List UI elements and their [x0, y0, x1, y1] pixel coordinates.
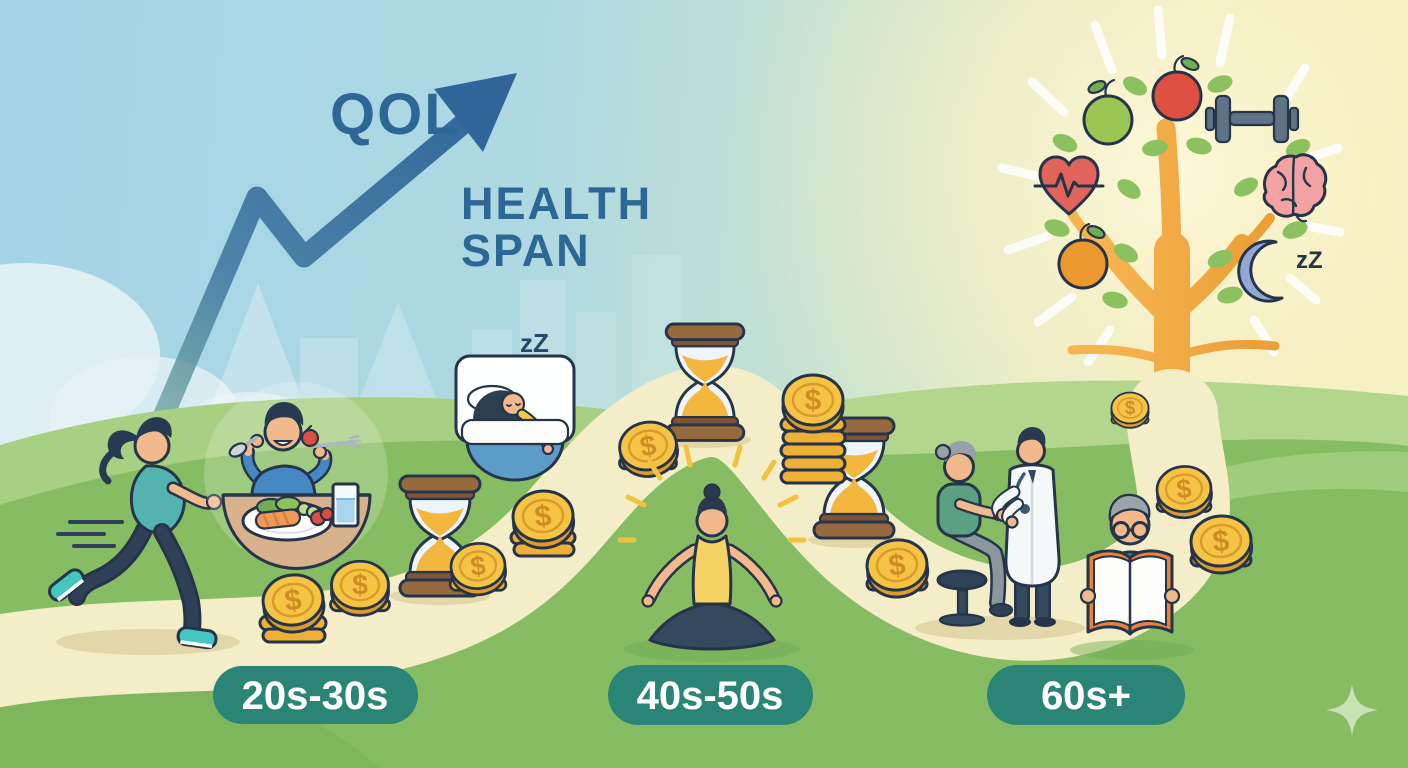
heart-ekg-icon	[1033, 155, 1105, 216]
healthspan-label-line2: SPAN	[461, 225, 591, 276]
orange-apple-icon	[1057, 222, 1109, 290]
stage-badge-20s-30s: 20s-30s	[213, 666, 418, 724]
stage-badge-label: 60s+	[1041, 674, 1131, 718]
stage-badge-label: 40s-50s	[637, 674, 784, 718]
red-apple-icon	[1151, 54, 1203, 122]
book	[1079, 549, 1181, 636]
running-shoe-front	[176, 626, 218, 650]
stool	[936, 569, 988, 627]
running-shoe-back	[48, 568, 85, 602]
stage-badge-40s-50s: 40s-50s	[608, 665, 813, 725]
stage-badge-label: 20s-30s	[242, 674, 389, 718]
sleep-vignette: zZ	[454, 328, 576, 482]
running-figure	[48, 417, 223, 650]
sparkle-icon	[1326, 684, 1378, 736]
healthy-eating-figure	[204, 382, 388, 570]
coin-stack-3	[447, 539, 510, 599]
dumbbell-icon	[1204, 94, 1300, 144]
water-glass	[331, 482, 360, 528]
healthspan-label-line1: HEALTH	[461, 178, 652, 229]
grass-highlight	[1150, 451, 1408, 520]
coin-stack-4	[509, 486, 578, 558]
doctor-figure	[991, 427, 1061, 627]
reading-figure	[1079, 493, 1181, 636]
coin-single-4	[1153, 462, 1215, 522]
moon-sleep-icon: zZ	[1237, 239, 1323, 303]
coin-stack-2	[329, 559, 391, 617]
medical-checkup-group	[934, 427, 1061, 627]
green-apple-icon	[1082, 78, 1134, 146]
coin-single-3	[1110, 391, 1150, 429]
brain-icon	[1262, 153, 1328, 223]
qol-label: QOL	[330, 82, 462, 147]
moon-zz-label: zZ	[1296, 247, 1323, 274]
coin-single-5	[1187, 511, 1256, 577]
coin-stack-1	[258, 569, 329, 644]
coin-single-2	[863, 535, 932, 602]
stage-badge-60s-plus: 60s+	[987, 665, 1185, 725]
meditation-figure	[617, 444, 807, 651]
meditation-rays	[617, 444, 807, 543]
coin-stack-tall	[779, 373, 847, 485]
speed-lines	[56, 520, 124, 548]
sleep-zz-label: zZ	[520, 328, 549, 358]
meal-plate	[241, 495, 335, 542]
elderly-patient-figure	[934, 441, 1016, 618]
stage-badges: 20s-30s 40s-50s 60s+	[213, 665, 1185, 725]
